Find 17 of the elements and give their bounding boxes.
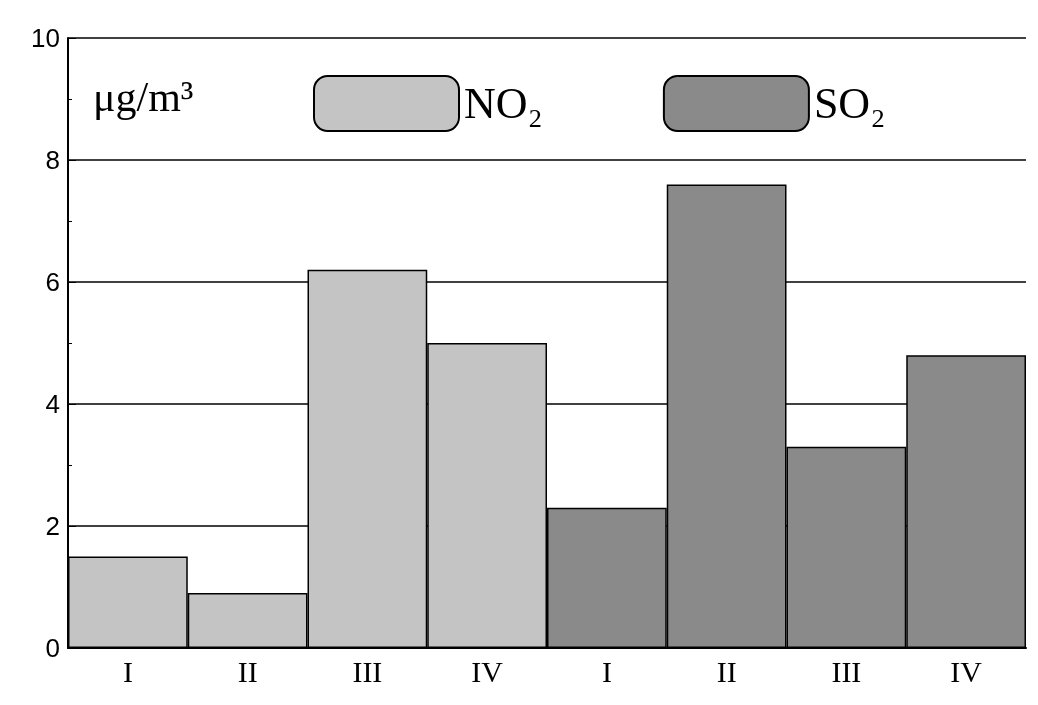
x-tick-label: II [716,654,737,688]
y-tick-label: 4 [45,389,60,419]
x-tick-label: IV [471,654,504,688]
x-tick-label: I [601,654,612,688]
y-tick-label: 10 [31,23,60,53]
y-tick-label: 8 [45,145,60,175]
x-tick-label: III [831,654,862,688]
x-tick-label: I [122,654,133,688]
x-tick-label: III [352,654,383,688]
y-tick-label: 0 [45,633,60,663]
legend-label: SO₂ [813,79,886,128]
y-tick-label: 6 [45,267,60,297]
x-tick-label: II [237,654,258,688]
y-axis-title: μg/m³ [93,74,194,120]
y-tick-label: 2 [45,511,60,541]
legend-label: NO₂ [464,79,543,128]
x-tick-label: IV [950,654,983,688]
